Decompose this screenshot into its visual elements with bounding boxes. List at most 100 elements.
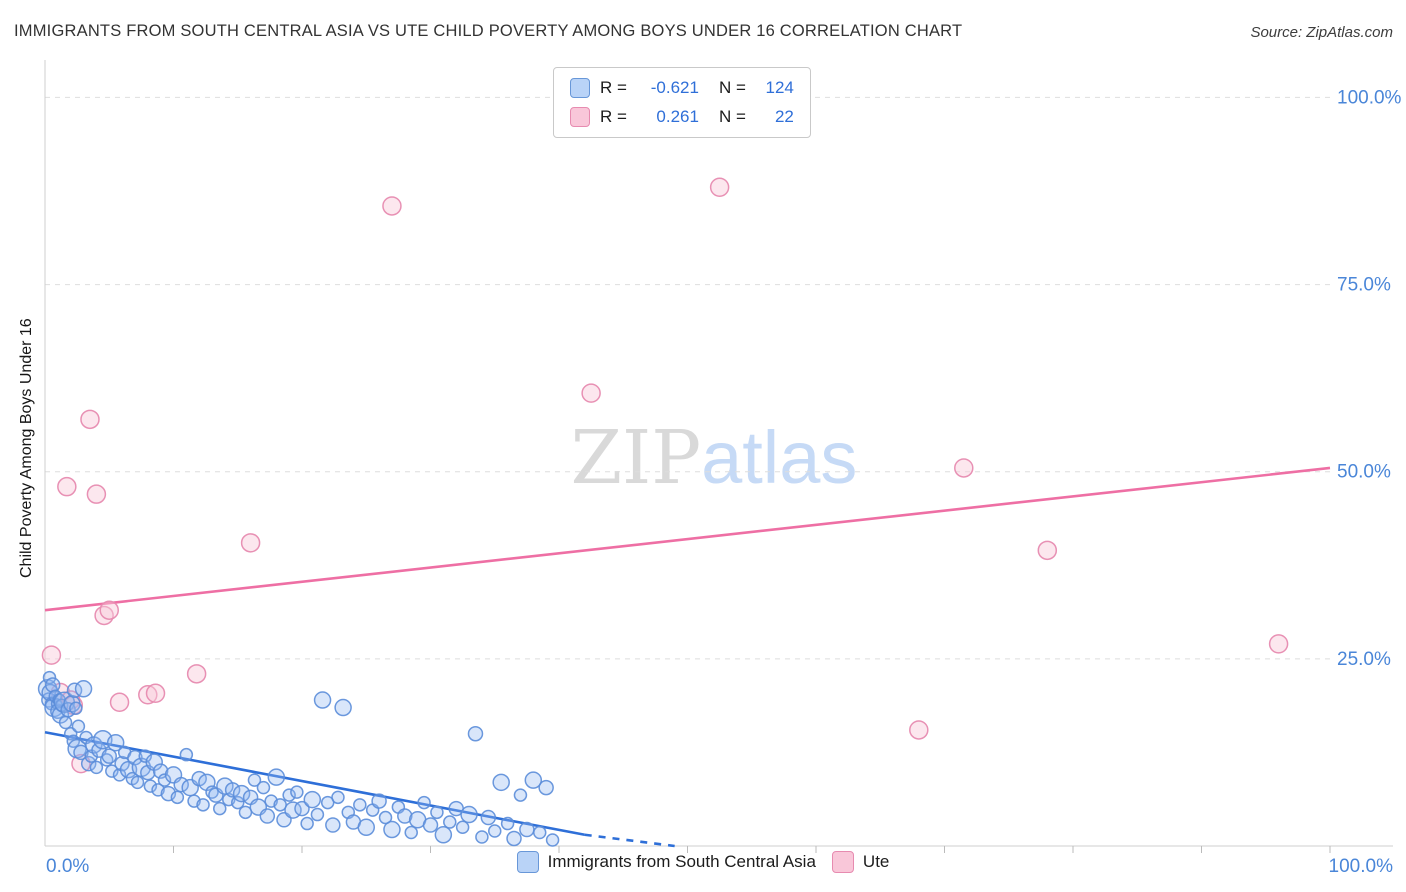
data-point-immigrants: [224, 782, 241, 798]
data-point-immigrants: [282, 788, 296, 802]
data-point-immigrants: [524, 771, 543, 789]
data-point-immigrants: [179, 747, 194, 762]
data-point-immigrants: [106, 733, 125, 752]
data-point-ute: [1037, 540, 1058, 561]
data-point-immigrants: [404, 825, 418, 840]
y-tick-label: 50.0%: [1337, 462, 1391, 483]
data-point-immigrants: [138, 749, 152, 763]
data-point-ute: [186, 664, 207, 684]
data-point-immigrants: [69, 701, 83, 716]
data-point-immigrants: [422, 817, 439, 833]
blue-series-swatch: [516, 851, 539, 873]
data-point-immigrants: [73, 744, 89, 761]
data-point-immigrants: [434, 826, 453, 844]
n-label: N =: [718, 107, 746, 126]
data-point-immigrants: [101, 748, 117, 764]
data-point-ute: [99, 600, 119, 620]
data-point-ute: [41, 645, 62, 665]
legend-item-immigrants: Immigrants from South Central Asia: [516, 851, 816, 873]
data-point-immigrants: [71, 719, 86, 733]
data-point-immigrants: [303, 790, 322, 809]
data-point-immigrants: [196, 798, 210, 812]
x-min-label: 0.0%: [46, 856, 89, 877]
x-max-label: 100.0%: [1329, 856, 1394, 877]
r-label: R =: [600, 107, 627, 126]
data-point-immigrants: [545, 833, 560, 847]
data-point-immigrants: [231, 795, 245, 810]
y-tick-label: 75.0%: [1337, 275, 1391, 296]
data-point-immigrants: [80, 755, 97, 772]
data-point-ute: [240, 533, 261, 553]
data-point-immigrants: [480, 809, 497, 826]
correlation-legend-box: R = -0.621 N = 124 R = 0.261 N = 22: [553, 67, 811, 138]
data-point-immigrants: [130, 775, 145, 790]
data-point-immigrants: [267, 768, 286, 786]
data-point-immigrants: [513, 788, 528, 802]
data-point-immigrants: [475, 830, 489, 844]
n-value: 124: [765, 78, 794, 97]
data-point-immigrants: [300, 816, 314, 831]
data-point-immigrants: [430, 805, 444, 820]
data-point-immigrants: [256, 780, 271, 795]
data-point-immigrants: [290, 785, 304, 799]
blue-series-swatch: [570, 78, 590, 98]
data-point-immigrants: [538, 779, 554, 796]
r-value: 0.261: [656, 107, 699, 126]
legend-item-ute: Ute: [831, 851, 889, 873]
legend-row-immigrants: R = -0.621 N = 124: [570, 78, 794, 98]
data-point-immigrants: [519, 821, 535, 838]
data-point-immigrants: [310, 807, 325, 822]
source-link[interactable]: Source: ZipAtlas.com: [1250, 24, 1393, 41]
data-point-ute: [109, 692, 130, 713]
data-point-immigrants: [320, 795, 335, 810]
data-point-immigrants: [157, 773, 172, 787]
data-point-ute: [909, 720, 929, 740]
y-axis-label: Child Poverty Among Boys Under 16: [18, 318, 35, 578]
data-point-ute: [954, 458, 974, 478]
data-point-immigrants: [114, 755, 130, 772]
data-point-immigrants: [112, 768, 127, 782]
data-point-immigrants: [455, 820, 470, 835]
data-point-immigrants: [247, 773, 262, 787]
series-legend: Immigrants from South Central Asia Ute: [0, 851, 1406, 873]
r-label: R =: [600, 78, 627, 97]
pink-series-swatch: [831, 851, 854, 873]
data-point-immigrants: [44, 677, 61, 693]
data-point-immigrants: [371, 793, 387, 809]
y-tick-label: 25.0%: [1337, 649, 1391, 670]
data-point-immigrants: [467, 725, 484, 742]
data-point-immigrants: [532, 825, 547, 840]
data-point-immigrants: [500, 816, 515, 831]
trend-line: [44, 466, 1331, 612]
n-label: N =: [718, 78, 746, 97]
data-point-immigrants: [417, 795, 431, 810]
data-point-ute: [581, 383, 601, 403]
data-point-ute: [57, 476, 77, 497]
n-value: 22: [774, 107, 794, 126]
data-point-ute: [382, 196, 402, 216]
data-point-immigrants: [443, 815, 457, 829]
data-point-ute: [145, 683, 166, 704]
data-point-immigrants: [74, 680, 93, 698]
data-point-immigrants: [105, 764, 119, 778]
data-point-immigrants: [397, 808, 413, 824]
data-point-immigrants: [378, 810, 393, 825]
pink-series-swatch: [570, 107, 590, 127]
data-point-immigrants: [313, 691, 332, 709]
page-title: IMMIGRANTS FROM SOUTH CENTRAL ASIA VS UT…: [14, 22, 963, 40]
data-point-ute: [86, 484, 107, 504]
data-point-immigrants: [334, 698, 352, 717]
data-point-immigrants: [383, 820, 401, 839]
data-point-immigrants: [89, 760, 104, 775]
data-point-immigrants: [488, 824, 502, 838]
data-point-immigrants: [213, 801, 227, 816]
data-point-ute: [1268, 634, 1289, 654]
data-point-ute: [709, 177, 730, 198]
data-point-immigrants: [143, 779, 158, 793]
data-point-immigrants: [357, 818, 375, 837]
data-point-immigrants: [506, 830, 522, 847]
data-point-immigrants: [58, 715, 73, 730]
data-point-immigrants: [259, 808, 276, 824]
